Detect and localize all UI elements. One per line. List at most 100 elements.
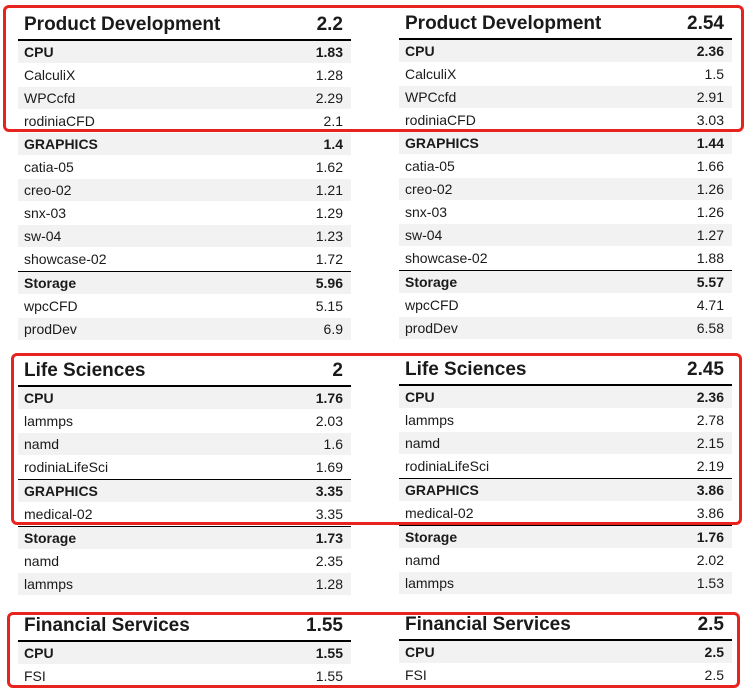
row-label: Storage	[405, 529, 458, 545]
row-value: 2.78	[696, 412, 724, 428]
row-label: namd	[405, 435, 441, 451]
row-value: 6.58	[696, 320, 724, 336]
panel-total: 2.45	[687, 359, 724, 380]
panel-financial-services-right: Financial Services 2.5 CPU 2.5 FSI 2.5	[399, 611, 732, 687]
row-value: 1.28	[315, 67, 343, 83]
row-value: 1.29	[315, 205, 343, 221]
table-row: CPU 1.76	[18, 387, 351, 410]
row-label: sw-04	[405, 227, 443, 243]
row-label: CalculiX	[24, 67, 76, 83]
row-value: 2.36	[696, 43, 724, 59]
row-label: CPU	[405, 389, 435, 405]
row-value: 2.5	[704, 667, 724, 683]
row-value: 5.57	[696, 274, 724, 290]
row-value: 2.29	[315, 90, 343, 106]
row-value: 2.91	[696, 89, 724, 105]
row-value: 1.66	[696, 158, 724, 174]
table-row: Storage 1.73	[18, 526, 351, 550]
row-label: snx-03	[405, 204, 448, 220]
panel-header: Financial Services 2.5	[399, 611, 732, 641]
panel-total: 2.2	[316, 14, 343, 35]
row-value: 1.4	[323, 136, 343, 152]
table-row: namd 2.15	[399, 432, 732, 455]
row-value: 1.26	[696, 204, 724, 220]
row-label: GRAPHICS	[24, 136, 98, 152]
row-label: wpcCFD	[405, 297, 459, 313]
table-row: prodDev 6.58	[399, 317, 732, 340]
table-row: CPU 2.5	[399, 641, 732, 664]
panel-total: 2	[332, 360, 343, 381]
table-row: snx-03 1.26	[399, 201, 732, 224]
row-value: 1.21	[315, 182, 343, 198]
table-row: CPU 2.36	[399, 40, 732, 63]
row-value: 2.36	[696, 389, 724, 405]
table-row: medical-02 3.86	[399, 502, 732, 525]
table-row: sw-04 1.23	[18, 225, 351, 248]
panel-total: 2.5	[697, 614, 724, 635]
row-label: FSI	[405, 667, 427, 683]
table-row: creo-02 1.21	[18, 179, 351, 202]
table-row: CPU 2.36	[399, 386, 732, 409]
row-label: FSI	[24, 668, 46, 684]
row-label: Storage	[24, 530, 77, 546]
table-row: rodiniaCFD 3.03	[399, 109, 732, 132]
row-label: CPU	[405, 43, 435, 59]
row-value: 3.86	[696, 505, 724, 521]
panel-header: Product Development 2.2	[18, 11, 351, 41]
row-value: 1.76	[315, 390, 343, 406]
row-label: namd	[24, 553, 60, 569]
panel-life-sciences-left: Life Sciences 2 CPU 1.76 lammps 2.03 namd 1…	[18, 357, 351, 596]
table-row: GRAPHICS 1.4	[18, 133, 351, 156]
row-label: CalculiX	[405, 66, 457, 82]
row-label: GRAPHICS	[405, 135, 479, 151]
row-value: 1.83	[315, 44, 343, 60]
row-label: creo-02	[24, 182, 72, 198]
panel-title: Financial Services	[24, 615, 190, 636]
row-value: 1.44	[696, 135, 724, 151]
row-label: rodiniaCFD	[405, 112, 476, 128]
panel-total: 2.54	[687, 13, 724, 34]
table-row: FSI 1.55	[18, 665, 351, 688]
table-row: creo-02 1.26	[399, 178, 732, 201]
row-label: lammps	[24, 576, 74, 592]
row-value: 1.28	[315, 576, 343, 592]
table-row: lammps 2.78	[399, 409, 732, 432]
panel-title: Product Development	[405, 13, 602, 34]
table-row: Storage 1.76	[399, 525, 732, 549]
row-label: medical-02	[24, 506, 93, 522]
row-label: lammps	[405, 575, 455, 591]
row-label: wpcCFD	[24, 298, 78, 314]
table-row: rodiniaCFD 2.1	[18, 110, 351, 133]
table-row: CPU 1.83	[18, 41, 351, 64]
table-row: wpcCFD 4.71	[399, 294, 732, 317]
row-value: 1.55	[315, 668, 343, 684]
row-value: 2.1	[323, 113, 343, 129]
table-row: namd 2.02	[399, 549, 732, 572]
row-value: 5.96	[315, 275, 343, 291]
row-label: snx-03	[24, 205, 67, 221]
row-value: 3.35	[315, 506, 343, 522]
table-row: WPCcfd 2.91	[399, 86, 732, 109]
panel-financial-services-left: Financial Services 1.55 CPU 1.55 FSI 1.55	[18, 612, 351, 688]
row-value: 1.72	[315, 251, 343, 267]
table-row: Storage 5.96	[18, 271, 351, 295]
table-row: rodiniaLifeSci 2.19	[399, 455, 732, 478]
row-label: lammps	[24, 413, 74, 429]
table-row: CalculiX 1.28	[18, 64, 351, 87]
table-row: snx-03 1.29	[18, 202, 351, 225]
row-label: CPU	[24, 645, 54, 661]
panel-title: Financial Services	[405, 614, 571, 635]
row-value: 6.9	[323, 321, 343, 337]
row-label: showcase-02	[405, 250, 488, 266]
row-value: 2.5	[704, 644, 724, 660]
row-label: namd	[24, 436, 60, 452]
table-row: namd 1.6	[18, 433, 351, 456]
row-value: 2.35	[315, 553, 343, 569]
panel-product-development-left: Product Development 2.2 CPU 1.83 CalculiX…	[18, 11, 351, 341]
table-row: showcase-02 1.88	[399, 247, 732, 270]
row-value: 2.03	[315, 413, 343, 429]
row-label: rodiniaLifeSci	[24, 459, 109, 475]
table-row: lammps 1.28	[18, 573, 351, 596]
row-label: showcase-02	[24, 251, 107, 267]
panel-header: Financial Services 1.55	[18, 612, 351, 642]
